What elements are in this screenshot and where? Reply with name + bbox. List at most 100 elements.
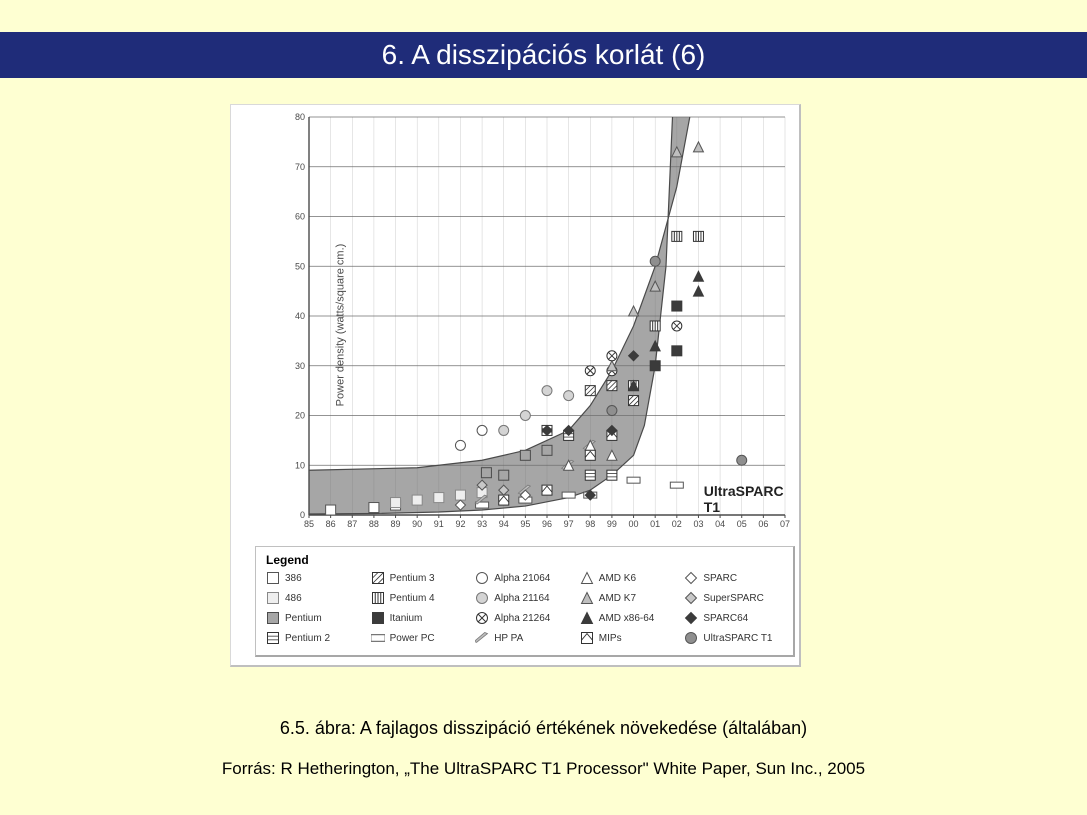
legend-label: UltraSPARC T1 [703, 633, 772, 644]
svg-text:96: 96 [542, 519, 552, 529]
legend-swatch-icon [371, 631, 385, 645]
legend-label: SPARC [703, 573, 737, 584]
chart-area: Power density (watts/square cm.) 0102030… [291, 113, 791, 537]
legend-swatch-icon [266, 571, 280, 585]
legend-label: Alpha 21164 [494, 593, 549, 604]
legend-item: Alpha 21264 [475, 611, 574, 625]
figure-caption: 6.5. ábra: A fajlagos disszipáció értéké… [0, 718, 1087, 739]
svg-text:90: 90 [412, 519, 422, 529]
legend-label: AMD K6 [599, 573, 636, 584]
svg-text:30: 30 [295, 361, 305, 371]
legend-item: AMD x86-64 [580, 611, 679, 625]
legend-item: UltraSPARC T1 [684, 631, 783, 645]
y-axis-label: Power density (watts/square cm.) [334, 244, 346, 407]
legend-item: SPARC64 [684, 611, 783, 625]
legend-swatch-icon [684, 611, 698, 625]
legend-label: Pentium 4 [390, 593, 435, 604]
legend-swatch-icon [371, 591, 385, 605]
svg-text:91: 91 [434, 519, 444, 529]
legend-title: Legend [266, 553, 783, 567]
legend-swatch-icon [475, 571, 489, 585]
svg-text:86: 86 [326, 519, 336, 529]
svg-text:03: 03 [693, 519, 703, 529]
legend-label: HP PA [494, 633, 523, 644]
svg-text:85: 85 [304, 519, 314, 529]
legend: Legend 386 Pentium 3 Alpha 21064 AMD K6 SPAR… [255, 546, 795, 657]
legend-swatch-icon [580, 571, 594, 585]
legend-swatch-icon [475, 591, 489, 605]
legend-label: Power PC [390, 633, 435, 644]
slide-title: 6. A disszipációs korlát (6) [0, 32, 1087, 78]
svg-text:05: 05 [737, 519, 747, 529]
legend-item: Itanium [371, 611, 470, 625]
legend-label: SuperSPARC [703, 593, 763, 604]
svg-text:87: 87 [347, 519, 357, 529]
legend-label: 386 [285, 573, 302, 584]
legend-item: Pentium [266, 611, 365, 625]
svg-text:01: 01 [650, 519, 660, 529]
legend-swatch-icon [266, 631, 280, 645]
svg-text:99: 99 [607, 519, 617, 529]
legend-swatch-icon [475, 611, 489, 625]
legend-label: Alpha 21064 [494, 573, 550, 584]
svg-text:98: 98 [585, 519, 595, 529]
legend-label: SPARC64 [703, 613, 748, 624]
figure-container: Power density (watts/square cm.) 01 02 03 0… [230, 104, 801, 667]
legend-item: 486 [266, 591, 365, 605]
legend-swatch-icon [684, 631, 698, 645]
svg-text:80: 80 [295, 113, 305, 122]
legend-item: Pentium 3 [371, 571, 470, 585]
svg-text:02: 02 [672, 519, 682, 529]
legend-swatch-icon [580, 611, 594, 625]
ultrasparc-callout: UltraSPARC T1 [704, 483, 791, 515]
legend-swatch-icon [684, 591, 698, 605]
legend-label: AMD K7 [599, 593, 636, 604]
legend-swatch-icon [266, 611, 280, 625]
legend-label: Alpha 21264 [494, 613, 550, 624]
legend-label: Pentium 3 [390, 573, 435, 584]
legend-label: Pentium [285, 613, 322, 624]
legend-item: Pentium 2 [266, 631, 365, 645]
legend-item: MIPs [580, 631, 679, 645]
legend-swatch-icon [580, 591, 594, 605]
svg-text:70: 70 [295, 162, 305, 172]
legend-swatch-icon [371, 571, 385, 585]
legend-item: Alpha 21064 [475, 571, 574, 585]
svg-text:95: 95 [520, 519, 530, 529]
legend-swatch-icon [475, 631, 489, 645]
svg-text:97: 97 [564, 519, 574, 529]
svg-text:40: 40 [295, 311, 305, 321]
legend-label: 486 [285, 593, 302, 604]
legend-swatch-icon [266, 591, 280, 605]
svg-text:88: 88 [369, 519, 379, 529]
legend-item: AMD K7 [580, 591, 679, 605]
svg-text:06: 06 [758, 519, 768, 529]
legend-item: SPARC [684, 571, 783, 585]
legend-item: HP PA [475, 631, 574, 645]
legend-item: SuperSPARC [684, 591, 783, 605]
legend-swatch-icon [580, 631, 594, 645]
legend-label: Pentium 2 [285, 633, 330, 644]
svg-text:04: 04 [715, 519, 725, 529]
svg-text:89: 89 [391, 519, 401, 529]
legend-swatch-icon [371, 611, 385, 625]
svg-text:00: 00 [629, 519, 639, 529]
legend-label: Itanium [390, 613, 423, 624]
svg-text:07: 07 [780, 519, 790, 529]
legend-grid: 386 Pentium 3 Alpha 21064 AMD K6 SPARC 486 Pen… [266, 571, 783, 645]
legend-item: Power PC [371, 631, 470, 645]
figure-source: Forrás: R Hetherington, „The UltraSPARC … [0, 759, 1087, 779]
svg-text:10: 10 [295, 460, 305, 470]
svg-text:94: 94 [499, 519, 509, 529]
svg-text:20: 20 [295, 411, 305, 421]
legend-label: MIPs [599, 633, 622, 644]
power-density-chart: 0102030405060708085868788899091929394959… [291, 113, 791, 537]
legend-label: AMD x86-64 [599, 613, 655, 624]
svg-text:60: 60 [295, 212, 305, 222]
legend-item: Alpha 21164 [475, 591, 574, 605]
legend-item: AMD K6 [580, 571, 679, 585]
legend-item: Pentium 4 [371, 591, 470, 605]
legend-swatch-icon [684, 571, 698, 585]
svg-text:92: 92 [455, 519, 465, 529]
svg-text:50: 50 [295, 261, 305, 271]
